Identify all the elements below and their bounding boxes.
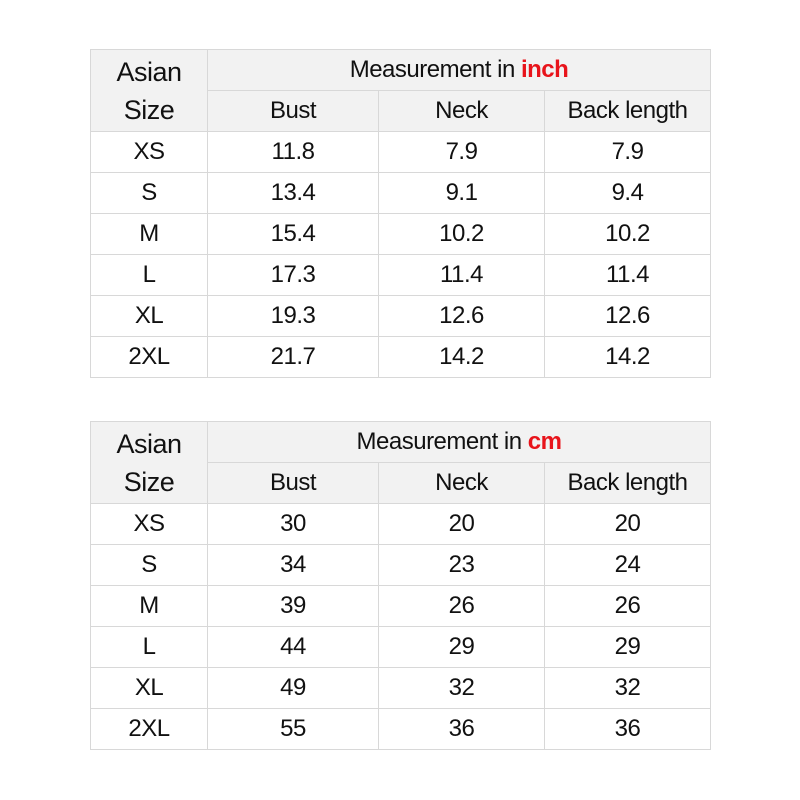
measurement-label: Measurement in [349,56,521,83]
column-header: Neck [378,462,545,504]
value-cell: 39 [207,585,379,627]
value-cell: 9.4 [543,172,712,214]
table-row: 2XL 55 36 36 [90,708,712,750]
value-cell: 10.2 [378,213,545,255]
size-cell: M [90,213,208,255]
value-cell: 26 [378,585,545,627]
table-row: S 34 23 24 [90,544,712,586]
table-row: XS 30 20 20 [90,503,712,545]
size-cell: XL [90,667,208,709]
value-cell: 12.6 [543,295,712,337]
value-cell: 34 [207,544,379,586]
size-cell: M [90,585,208,627]
value-cell: 13.4 [207,172,379,214]
size-cell: L [90,626,208,668]
value-cell: 55 [207,708,379,750]
size-cell: XL [90,295,208,337]
value-cell: 11.8 [207,131,379,173]
size-cell: XS [90,131,208,173]
table-row: M 15.4 10.2 10.2 [90,213,712,255]
column-header: Bust [207,462,379,504]
size-header-line: Asian [116,56,182,87]
value-cell: 49 [207,667,379,709]
value-cell: 36 [378,708,545,750]
table-row: XL 49 32 32 [90,667,712,709]
measurement-header: Measurement in cm [206,421,712,463]
value-cell: 7.9 [543,131,712,173]
size-header: Asian Size [90,421,208,504]
value-cell: 7.9 [378,131,545,173]
value-cell: 11.4 [378,254,545,296]
value-cell: 26 [543,585,712,627]
size-chart-inch: Asian Size Measurement in inch Bust Neck Back… [90,49,712,378]
column-header: Back length [543,462,712,504]
size-header: Asian Size [90,49,208,132]
value-cell: 9.1 [378,172,545,214]
value-cell: 17.3 [207,254,379,296]
value-cell: 19.3 [207,295,379,337]
unit-label: cm [527,428,562,455]
size-cell: 2XL [90,708,208,750]
value-cell: 20 [378,503,545,545]
table-row: XS 11.8 7.9 7.9 [90,131,712,173]
column-header: Neck [378,90,545,132]
value-cell: 36 [543,708,712,750]
value-cell: 29 [378,626,545,668]
table-row: M 39 26 26 [90,585,712,627]
value-cell: 12.6 [378,295,545,337]
size-cell: S [90,172,208,214]
size-cell: L [90,254,208,296]
value-cell: 10.2 [543,213,712,255]
column-header: Back length [543,90,712,132]
value-cell: 14.2 [378,336,545,378]
value-cell: 30 [207,503,379,545]
value-cell: 44 [207,626,379,668]
unit-label: inch [520,56,569,83]
value-cell: 14.2 [543,336,712,378]
measurement-label: Measurement in [356,428,528,455]
value-cell: 23 [378,544,545,586]
size-header-line: Size [123,466,175,497]
table-row: 2XL 21.7 14.2 14.2 [90,336,712,378]
measurement-header: Measurement in inch [206,49,712,91]
value-cell: 21.7 [207,336,379,378]
value-cell: 32 [543,667,712,709]
size-header-line: Size [123,94,175,125]
size-cell: 2XL [90,336,208,378]
size-chart-cm: Asian Size Measurement in cm Bust Neck Back l… [90,421,712,750]
value-cell: 15.4 [207,213,379,255]
table-row: XL 19.3 12.6 12.6 [90,295,712,337]
value-cell: 29 [543,626,712,668]
value-cell: 11.4 [543,254,712,296]
column-header: Bust [207,90,379,132]
size-header-line: Asian [116,428,182,459]
table-row: L 44 29 29 [90,626,712,668]
value-cell: 24 [543,544,712,586]
table-row: L 17.3 11.4 11.4 [90,254,712,296]
table-row: S 13.4 9.1 9.4 [90,172,712,214]
value-cell: 20 [543,503,712,545]
size-cell: S [90,544,208,586]
size-cell: XS [90,503,208,545]
value-cell: 32 [378,667,545,709]
